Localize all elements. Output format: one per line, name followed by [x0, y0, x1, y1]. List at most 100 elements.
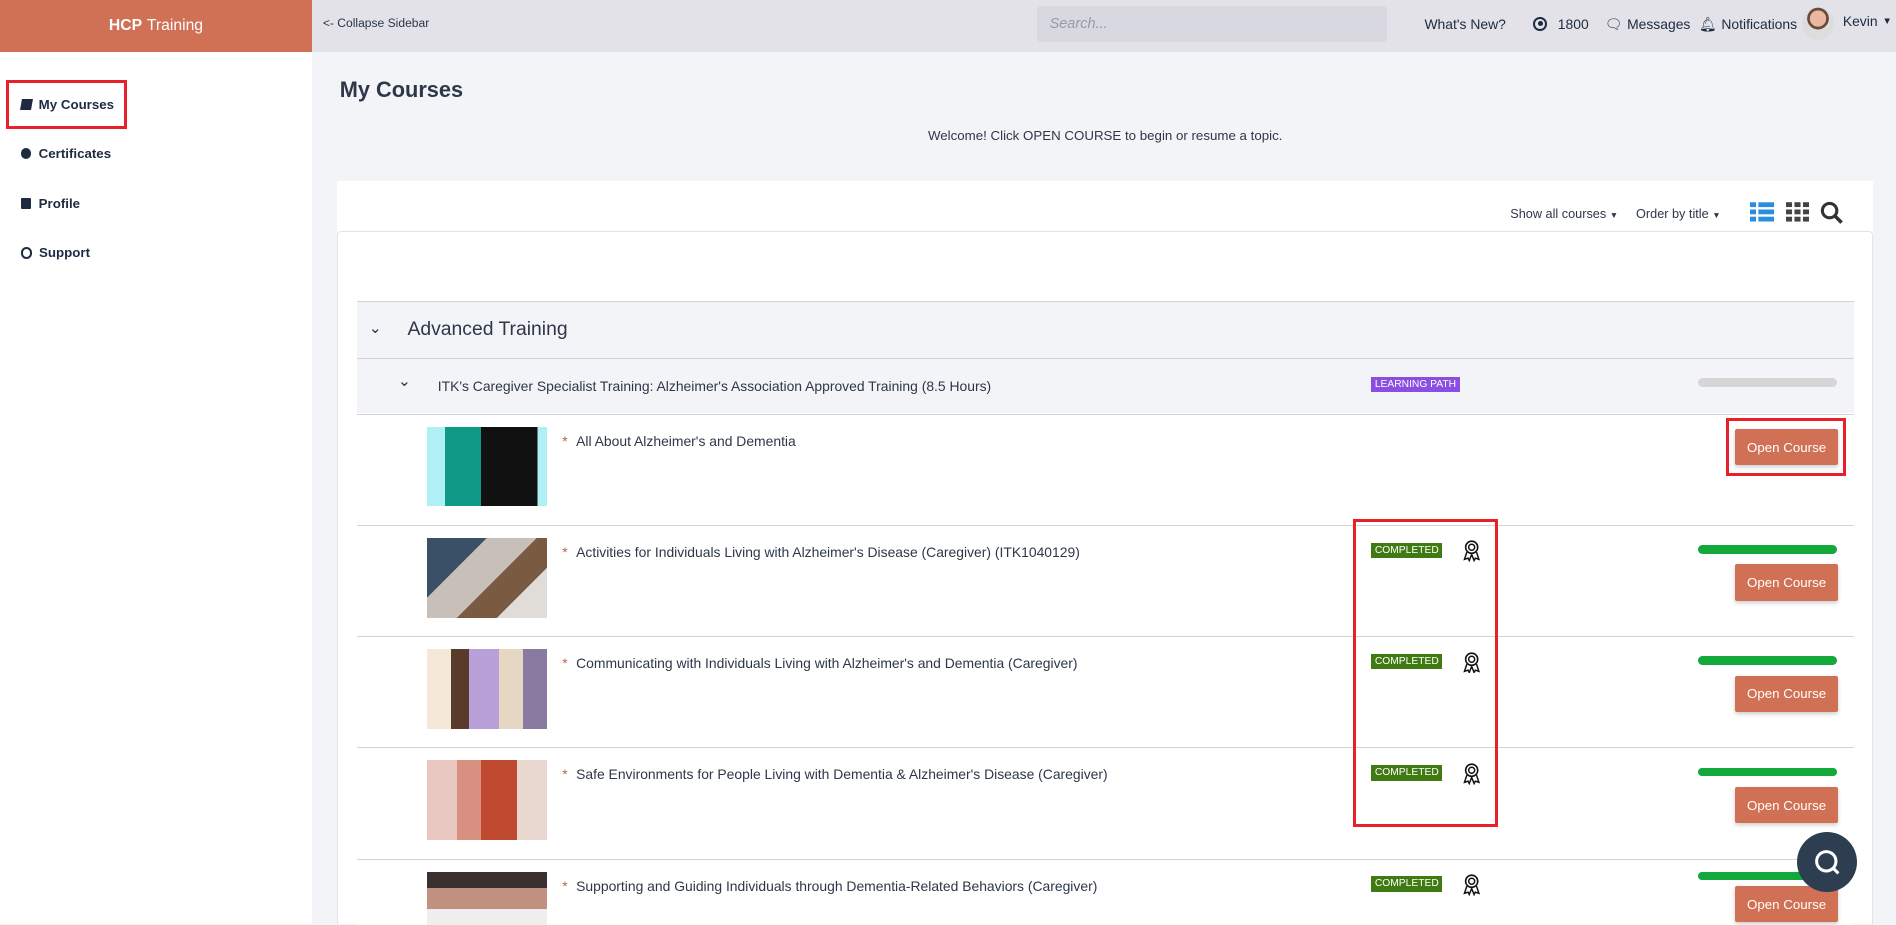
- course-row: * Supporting and Guiding Individuals thro…: [356, 858, 1854, 925]
- open-course-button[interactable]: Open Course: [1735, 675, 1838, 712]
- points-value: 1800: [1557, 15, 1589, 32]
- top-bar: [0, 0, 1896, 52]
- help-search-button[interactable]: [1796, 831, 1858, 893]
- sidebar-item-my-courses[interactable]: My Courses: [19, 96, 115, 112]
- progress-track: [1697, 871, 1837, 881]
- required-star: *: [562, 432, 568, 449]
- chevron-down-icon[interactable]: ⌄: [368, 319, 382, 337]
- sidebar-item-profile[interactable]: Profile: [20, 195, 81, 211]
- award-icon[interactable]: [1462, 763, 1481, 785]
- open-course-button[interactable]: Open Course: [1735, 564, 1838, 601]
- collapse-sidebar-link[interactable]: <- Collapse Sidebar: [322, 15, 430, 30]
- points-display[interactable]: 1800: [1533, 15, 1589, 32]
- notifications-link[interactable]: 🔔︎ Notifications: [1699, 16, 1797, 33]
- help-search-icon: [1814, 849, 1840, 875]
- course-title[interactable]: * All About Alzheimer's and Dementia: [562, 433, 795, 449]
- brand-logo[interactable]: HCP Training: [0, 0, 312, 52]
- completed-badge: COMPLETED: [1371, 876, 1443, 892]
- course-title[interactable]: * Communicating with Individuals Living w…: [562, 655, 1077, 671]
- user-name: Kevin: [1842, 13, 1878, 30]
- bell-icon: 🔔︎: [1698, 15, 1717, 32]
- award-icon[interactable]: [1462, 874, 1481, 896]
- filter-label: Show all courses: [1510, 206, 1607, 221]
- learning-path-title: ITK's Caregiver Specialist Training: Alz…: [437, 378, 992, 395]
- avatar[interactable]: [1801, 7, 1835, 40]
- course-title-text: All About Alzheimer's and Dementia: [576, 432, 796, 449]
- progress-fill: [1697, 767, 1837, 777]
- certificate-icon: [20, 148, 32, 160]
- search-icon[interactable]: [1820, 201, 1844, 225]
- sidebar-item-label: Certificates: [38, 146, 112, 162]
- course-thumbnail: [426, 649, 547, 729]
- progress-fill: [1697, 656, 1837, 665]
- completed-badge: COMPLETED: [1371, 765, 1443, 781]
- progress-track: [1697, 656, 1837, 665]
- course-title-text: Activities for Individuals Living with A…: [576, 543, 1080, 560]
- award-icon[interactable]: [1462, 651, 1481, 674]
- search-input[interactable]: [1037, 6, 1387, 43]
- course-row: * Safe Environments for People Living wit…: [356, 747, 1854, 859]
- course-title[interactable]: * Supporting and Guiding Individuals thro…: [562, 878, 1097, 894]
- open-course-button[interactable]: Open Course: [1735, 786, 1838, 824]
- path-progress-bar: [1697, 378, 1837, 387]
- sidebar-item-label: My Courses: [38, 96, 115, 112]
- messages-link[interactable]: 🗨 Messages: [1605, 16, 1691, 33]
- whats-new-link[interactable]: What's New?: [1424, 15, 1506, 32]
- life-ring-icon: [20, 247, 32, 259]
- progress-track: [1697, 545, 1837, 554]
- courses-list: [337, 230, 1874, 924]
- course-row: * All About Alzheimer's and Dementia Open …: [356, 413, 1854, 525]
- required-star: *: [562, 543, 568, 560]
- course-thumbnail: [426, 760, 547, 841]
- required-star: *: [562, 766, 568, 783]
- list-view-icon[interactable]: [1749, 202, 1774, 223]
- brand-rest: Training: [146, 16, 204, 34]
- sidebar-item-label: Profile: [38, 195, 81, 211]
- completed-badge: COMPLETED: [1371, 653, 1443, 670]
- course-row: * Communicating with Individuals Living w…: [356, 636, 1854, 748]
- required-star: *: [562, 655, 568, 672]
- course-title-text: Communicating with Individuals Living wi…: [576, 655, 1078, 672]
- group-title: Advanced Training: [407, 317, 568, 340]
- course-title[interactable]: * Safe Environments for People Living wit…: [562, 766, 1107, 782]
- course-thumbnail: [426, 537, 547, 618]
- course-row: * Activities for Individuals Living with …: [356, 524, 1854, 637]
- progress-track: [1697, 767, 1837, 777]
- course-thumbnail: [426, 871, 547, 925]
- book-icon: [19, 98, 33, 110]
- comments-icon: 🗨: [1604, 15, 1623, 32]
- open-course-button[interactable]: Open Course: [1735, 886, 1838, 923]
- course-title-text: Supporting and Guiding Individuals throu…: [576, 877, 1098, 894]
- open-course-button[interactable]: Open Course: [1735, 429, 1838, 466]
- progress-fill: [1697, 871, 1837, 881]
- id-badge-icon: [20, 197, 32, 209]
- filter-dropdown[interactable]: Show all courses ▼: [1510, 207, 1618, 221]
- course-title-text: Safe Environments for People Living with…: [576, 766, 1108, 783]
- order-label: Order by title: [1636, 206, 1709, 221]
- progress-fill: [1697, 545, 1837, 554]
- brand-bold: HCP: [108, 16, 143, 34]
- completed-badge: COMPLETED: [1371, 542, 1443, 558]
- grid-view-icon[interactable]: [1785, 202, 1809, 223]
- learning-path-header[interactable]: ⌄ ITK's Caregiver Specialist Training: A…: [356, 357, 1854, 414]
- course-thumbnail: [426, 426, 547, 507]
- required-star: *: [562, 877, 568, 894]
- sidebar-item-label: Support: [39, 245, 91, 261]
- sidebar-item-certificates[interactable]: Certificates: [20, 146, 112, 162]
- messages-label: Messages: [1627, 16, 1691, 33]
- sidebar: [0, 51, 312, 924]
- sidebar-item-support[interactable]: Support: [20, 245, 91, 261]
- order-dropdown[interactable]: Order by title ▼: [1636, 207, 1721, 221]
- caret-down-icon: ▼: [1882, 15, 1892, 27]
- notifications-label: Notifications: [1721, 16, 1798, 33]
- learning-path-badge: LEARNING PATH: [1371, 377, 1460, 393]
- award-icon[interactable]: [1462, 540, 1481, 563]
- caret-down-icon: ▼: [1712, 209, 1721, 220]
- course-title[interactable]: * Activities for Individuals Living with …: [562, 544, 1080, 560]
- chevron-down-icon[interactable]: ⌄: [397, 373, 411, 390]
- group-header[interactable]: ⌄ Advanced Training: [356, 301, 1854, 359]
- welcome-message: Welcome! Click OPEN COURSE to begin or r…: [927, 128, 1283, 144]
- target-icon: [1533, 16, 1547, 31]
- user-menu[interactable]: Kevin ▼: [1843, 13, 1892, 29]
